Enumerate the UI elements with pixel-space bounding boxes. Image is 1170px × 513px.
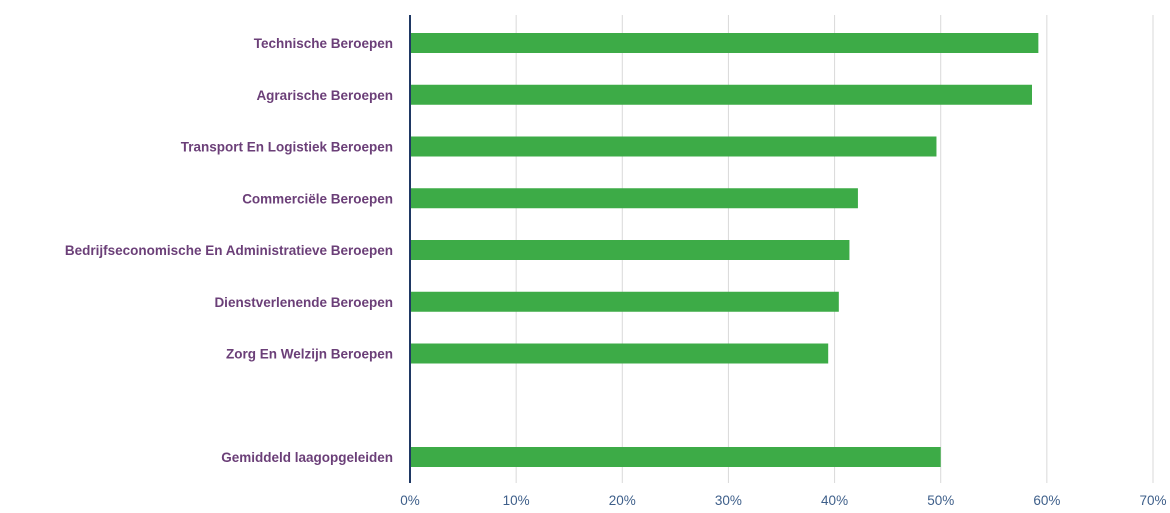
bar — [410, 447, 941, 467]
x-tick-label: 60% — [1033, 493, 1060, 508]
category-label: Zorg En Welzijn Beroepen — [226, 347, 393, 362]
category-label: Transport En Logistiek Beroepen — [181, 140, 393, 155]
bars — [410, 33, 1039, 467]
bar — [410, 188, 858, 209]
category-label: Agrarische Beroepen — [256, 88, 393, 103]
bar — [410, 240, 850, 260]
category-labels: Technische Beroepen Agrarische Beroepen Tr… — [65, 36, 393, 465]
bar — [410, 343, 829, 364]
x-tick-label: 40% — [821, 493, 848, 508]
x-axis-tick-labels: 0% 10% 20% 30% 40% 50% 60% 70% — [400, 493, 1166, 508]
x-tick-label: 20% — [609, 493, 636, 508]
bar — [410, 33, 1039, 53]
bar — [410, 84, 1032, 105]
x-tick-label: 0% — [400, 493, 420, 508]
x-tick-label: 50% — [927, 493, 954, 508]
category-label: Technische Beroepen — [254, 36, 393, 51]
category-label: Commerciële Beroepen — [242, 191, 393, 206]
category-label: Bedrijfseconomische En Administratieve B… — [65, 243, 393, 258]
x-tick-label: 30% — [715, 493, 742, 508]
x-tick-label: 10% — [503, 493, 530, 508]
bar — [410, 291, 839, 312]
category-label: Gemiddeld laagopgeleiden — [221, 450, 393, 465]
category-label: Dienstverlenende Beroepen — [214, 295, 393, 310]
bar — [410, 136, 937, 157]
x-tick-label: 70% — [1139, 493, 1166, 508]
